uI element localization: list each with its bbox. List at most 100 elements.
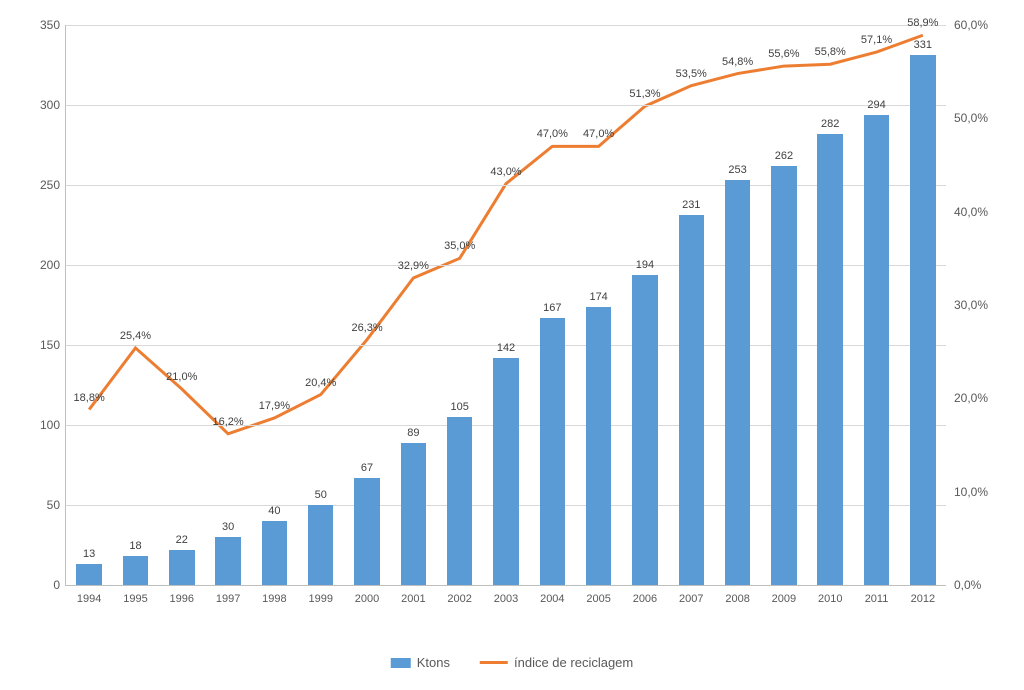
x-tick: 2007	[679, 593, 703, 605]
y-right-tick: 10,0%	[954, 485, 1004, 499]
x-tick: 2005	[586, 593, 610, 605]
gridline	[66, 265, 946, 266]
bar	[771, 166, 796, 585]
x-tick: 2004	[540, 593, 564, 605]
y-left-tick: 350	[20, 18, 60, 32]
gridline	[66, 185, 946, 186]
y-right-tick: 50,0%	[954, 111, 1004, 125]
bar-value-label: 50	[315, 489, 327, 501]
bar-value-label: 18	[129, 540, 141, 552]
bar	[540, 318, 565, 585]
x-tick: 2010	[818, 593, 842, 605]
x-tick: 1997	[216, 593, 240, 605]
y-left-tick: 100	[20, 418, 60, 432]
line-value-label: 25,4%	[120, 330, 151, 342]
y-right-tick: 60,0%	[954, 18, 1004, 32]
x-tick: 2006	[633, 593, 657, 605]
bar	[123, 556, 148, 585]
legend-item-line: índice de reciclagem	[480, 655, 633, 670]
bar-value-label: 89	[407, 427, 419, 439]
y-right-tick: 30,0%	[954, 298, 1004, 312]
y-left-tick: 200	[20, 258, 60, 272]
chart-container: 13199418,8%18199525,4%22199621,0%3019971…	[20, 20, 1004, 670]
x-tick: 1994	[77, 593, 101, 605]
line-value-label: 54,8%	[722, 56, 753, 68]
x-tick: 2011	[865, 593, 889, 605]
line-value-label: 51,3%	[629, 88, 660, 100]
bar	[76, 564, 101, 585]
bar-value-label: 167	[543, 302, 561, 314]
bar-value-label: 331	[914, 39, 932, 51]
bar-value-label: 194	[636, 259, 654, 271]
bar	[725, 180, 750, 585]
bar	[354, 478, 379, 585]
line-value-label: 35,0%	[444, 240, 475, 252]
x-tick: 1996	[170, 593, 194, 605]
line-value-label: 53,5%	[676, 68, 707, 80]
bar	[401, 443, 426, 585]
x-tick: 2000	[355, 593, 379, 605]
x-tick: 2001	[401, 593, 425, 605]
bar	[262, 521, 287, 585]
y-left-tick: 250	[20, 178, 60, 192]
line-value-label: 18,8%	[74, 392, 105, 404]
line-value-label: 16,2%	[212, 416, 243, 428]
bar	[864, 115, 889, 585]
bar-value-label: 67	[361, 462, 373, 474]
bar	[447, 417, 472, 585]
legend-swatch-bar	[391, 658, 411, 668]
y-left-tick: 0	[20, 578, 60, 592]
y-left-tick: 300	[20, 98, 60, 112]
bar	[169, 550, 194, 585]
line-value-label: 55,8%	[815, 46, 846, 58]
bar-value-label: 13	[83, 548, 95, 560]
bar-value-label: 174	[589, 291, 607, 303]
gridline	[66, 105, 946, 106]
y-right-tick: 0,0%	[954, 578, 1004, 592]
y-left-tick: 50	[20, 498, 60, 512]
x-tick: 2002	[447, 593, 471, 605]
x-tick: 1999	[308, 593, 332, 605]
gridline	[66, 25, 946, 26]
x-tick: 2009	[772, 593, 796, 605]
bar	[493, 358, 518, 585]
line-value-label: 47,0%	[537, 128, 568, 140]
legend: Ktons índice de reciclagem	[391, 655, 633, 670]
plot-area: 13199418,8%18199525,4%22199621,0%3019971…	[65, 25, 946, 586]
x-tick: 2012	[911, 593, 935, 605]
bar-value-label: 40	[268, 505, 280, 517]
line-value-label: 20,4%	[305, 377, 336, 389]
line-value-label: 26,3%	[351, 322, 382, 334]
bar-value-label: 105	[450, 401, 468, 413]
bar-value-label: 142	[497, 342, 515, 354]
y-right-tick: 40,0%	[954, 205, 1004, 219]
x-tick: 1998	[262, 593, 286, 605]
line-value-label: 32,9%	[398, 260, 429, 272]
bar	[586, 307, 611, 585]
x-tick: 1995	[123, 593, 147, 605]
bar-value-label: 253	[728, 164, 746, 176]
bar	[679, 215, 704, 585]
bar	[910, 55, 935, 585]
bar-value-label: 231	[682, 199, 700, 211]
legend-label-line: índice de reciclagem	[514, 655, 633, 670]
line-value-label: 47,0%	[583, 128, 614, 140]
line-value-label: 55,6%	[768, 48, 799, 60]
bar-value-label: 282	[821, 118, 839, 130]
bar-value-label: 262	[775, 150, 793, 162]
bar-value-label: 30	[222, 521, 234, 533]
bar	[632, 275, 657, 585]
line-value-label: 43,0%	[490, 166, 521, 178]
y-left-tick: 150	[20, 338, 60, 352]
legend-item-bars: Ktons	[391, 655, 450, 670]
bar	[817, 134, 842, 585]
line-value-label: 57,1%	[861, 34, 892, 46]
bar	[308, 505, 333, 585]
line-value-label: 58,9%	[907, 17, 938, 29]
bar-value-label: 22	[176, 534, 188, 546]
x-tick: 2008	[725, 593, 749, 605]
legend-swatch-line	[480, 661, 508, 664]
bar	[215, 537, 240, 585]
legend-label-bars: Ktons	[417, 655, 450, 670]
line-value-label: 17,9%	[259, 400, 290, 412]
